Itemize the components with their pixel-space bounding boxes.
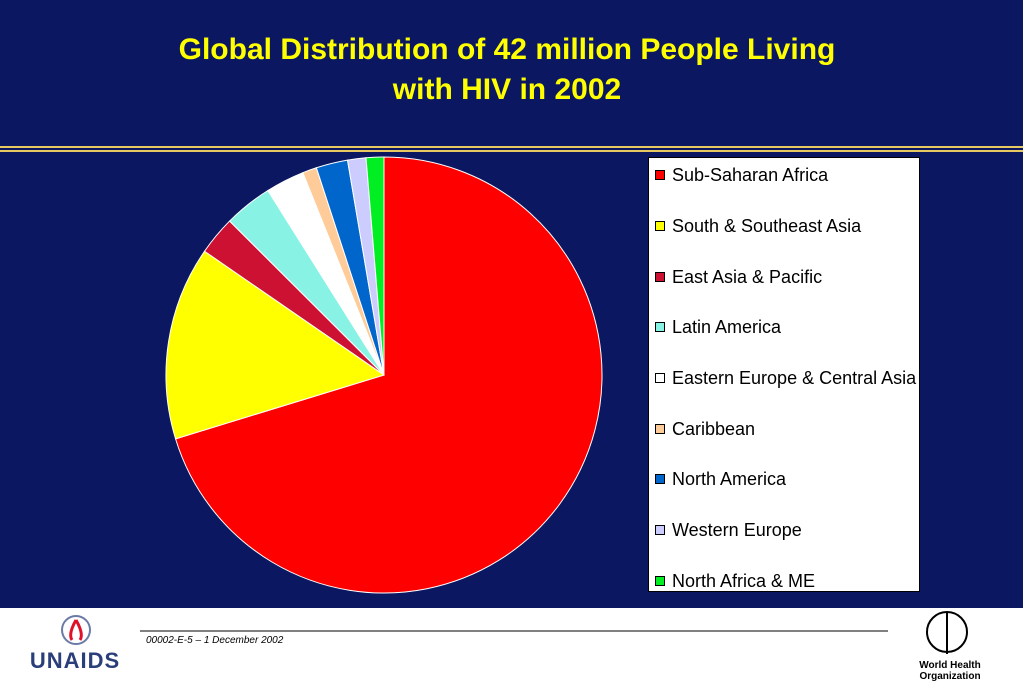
- chart-title: Global Distribution of 42 million People…: [178, 33, 836, 106]
- logo-text: UNAIDS: [29, 648, 121, 673]
- legend: Sub-Saharan Africa South & Southeast Asia…: [648, 157, 920, 592]
- legend-label: North Africa & ME: [672, 571, 816, 591]
- legend-label: North America: [672, 469, 787, 489]
- footer-code: 00002-E-5 – 1 December 2002: [146, 635, 284, 646]
- legend-item: North America: [655, 468, 917, 490]
- legend-label: Eastern Europe & Central Asia: [672, 368, 917, 388]
- logo-text: World Health Organization: [919, 660, 981, 682]
- legend-item: Eastern Europe & Central Asia: [655, 367, 917, 389]
- pie-slice: [165, 250, 386, 440]
- pie-slice: [174, 156, 603, 594]
- legend-item: East Asia & Pacific: [655, 266, 917, 288]
- legend-swatch: [655, 322, 665, 332]
- legend-label: Caribbean: [672, 419, 756, 439]
- legend-item: Sub-Saharan Africa: [655, 164, 917, 186]
- legend-item: North Africa & ME: [655, 570, 917, 592]
- legend-swatch: [655, 373, 665, 383]
- legend-item: Caribbean: [655, 418, 917, 440]
- legend-swatch: [655, 272, 665, 282]
- legend-label: Sub-Saharan Africa: [672, 165, 829, 185]
- legend-swatch: [655, 221, 665, 231]
- legend-item: South & Southeast Asia: [655, 215, 917, 237]
- pie-slice: [365, 156, 385, 376]
- legend-swatch: [655, 525, 665, 535]
- legend-label: South & Southeast Asia: [672, 216, 862, 236]
- legend-label: Western Europe: [672, 520, 802, 540]
- logo-icon: [61, 615, 91, 645]
- legend-swatch: [655, 424, 665, 434]
- legend-item: Latin America: [655, 316, 917, 338]
- legend-item: Western Europe: [655, 519, 917, 541]
- legend-label: Latin America: [672, 317, 782, 337]
- legend-label: East Asia & Pacific: [672, 267, 823, 287]
- legend-swatch: [655, 170, 665, 180]
- ribbon: [69, 619, 83, 641]
- legend-swatch: [655, 474, 665, 484]
- legend-swatch: [655, 576, 665, 586]
